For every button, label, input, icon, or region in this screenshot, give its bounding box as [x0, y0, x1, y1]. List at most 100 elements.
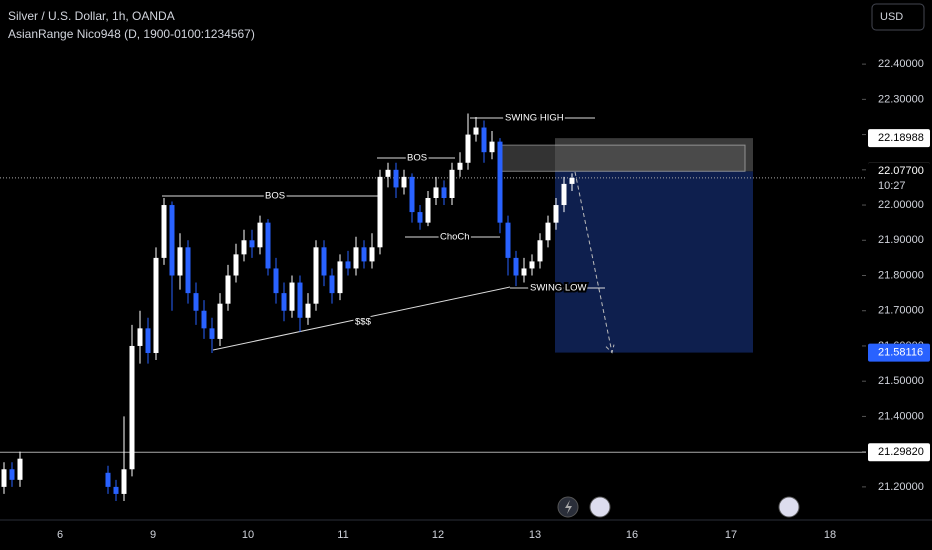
candle-body — [161, 205, 167, 258]
price-tag-bg — [868, 343, 930, 362]
candle-body — [9, 469, 15, 480]
candle-body — [137, 328, 143, 346]
y-tick-label: 21.40000 — [878, 410, 924, 422]
x-tick-label: 10 — [242, 529, 254, 541]
candle-body — [337, 261, 343, 294]
price-tag: 22.18988 — [878, 132, 924, 144]
candle-body — [145, 328, 151, 354]
x-tick-label: 16 — [626, 529, 638, 541]
range-box — [499, 144, 746, 172]
candle-body — [297, 282, 303, 318]
annotation: $$$ — [355, 317, 372, 328]
candle-body — [129, 345, 135, 470]
candle-body — [369, 247, 375, 262]
candle-body — [361, 247, 367, 262]
candle-body — [329, 275, 335, 294]
candle-body — [489, 141, 495, 153]
y-tick-label: 22.30000 — [878, 93, 924, 105]
target-zone — [555, 171, 753, 353]
candle-body — [1, 469, 7, 487]
y-tick-label: 21.80000 — [878, 269, 924, 281]
annotation: BOS — [407, 153, 427, 164]
candle-body — [569, 177, 575, 184]
y-tick-label: 21.70000 — [878, 305, 924, 317]
candle-body — [433, 187, 439, 198]
price-tag: 22.07700 — [878, 165, 924, 177]
candle-body — [441, 187, 447, 198]
projection-arrow — [574, 171, 615, 354]
candle-body — [185, 247, 191, 294]
x-tick-label: 6 — [57, 529, 63, 541]
candle-body — [457, 162, 463, 170]
candle-body — [201, 310, 207, 329]
candle-body — [393, 169, 399, 188]
candle-body — [553, 205, 559, 223]
candle-body — [465, 134, 471, 163]
candle-body — [265, 222, 271, 269]
annotation: BOS — [265, 191, 285, 202]
liquidity-line — [212, 286, 511, 351]
candle-body — [513, 257, 519, 276]
price-tag-bg — [868, 443, 930, 462]
y-tick-label: 22.40000 — [878, 58, 924, 70]
annotation: SWING HIGH — [505, 113, 564, 124]
candle-body — [529, 261, 535, 269]
candle-body — [521, 268, 527, 276]
candle-body — [241, 240, 247, 255]
candle-body — [217, 303, 223, 339]
y-tick-label: 22.00000 — [878, 199, 924, 211]
candle-body — [105, 472, 111, 487]
candle-body — [209, 328, 215, 339]
candle-body — [473, 127, 479, 135]
x-tick-label: 11 — [337, 529, 348, 541]
candle-body — [257, 222, 263, 248]
y-tick-label: 21.20000 — [878, 481, 924, 493]
x-tick-label: 17 — [725, 529, 737, 541]
candle-body — [225, 275, 231, 304]
x-tick-label: 9 — [150, 529, 156, 541]
candle-body — [177, 247, 183, 276]
candle-body — [385, 169, 391, 177]
candle-body — [449, 169, 455, 198]
currency-button[interactable] — [871, 3, 925, 31]
candle-body — [305, 303, 311, 318]
candle-body — [417, 212, 423, 223]
indicator-label: AsianRange Nico948 (D, 1900-0100:1234567… — [8, 27, 255, 41]
candle-body — [353, 247, 359, 269]
x-tick-label: 18 — [824, 529, 836, 541]
candle-body — [169, 205, 175, 276]
icons — [557, 496, 800, 518]
candle-body — [345, 261, 351, 269]
chart-title: Silver / U.S. Dollar, 1h, OANDA — [8, 9, 175, 23]
candle-body — [537, 240, 543, 262]
candle-body — [497, 141, 503, 223]
candle-body — [313, 247, 319, 304]
candle-body — [289, 282, 295, 311]
candle-body — [481, 127, 487, 153]
candle-body — [113, 486, 119, 494]
candle-body — [233, 254, 239, 276]
candle-body — [321, 247, 327, 276]
price-tag-bg — [868, 129, 930, 148]
candle-body — [401, 176, 407, 188]
candle-body — [153, 257, 159, 354]
y-tick-label: 21.90000 — [878, 234, 924, 246]
x-tick-label: 12 — [432, 529, 444, 541]
candle-body — [273, 268, 279, 294]
candle-body — [193, 293, 199, 311]
candle-body — [17, 458, 23, 480]
x-tick-label: 13 — [529, 529, 541, 541]
countdown: 10:27 — [878, 180, 906, 192]
candle-body — [281, 293, 287, 311]
candle-body — [505, 222, 511, 258]
price-tag: 21.58116 — [878, 347, 923, 359]
candle-body — [409, 176, 415, 213]
annotation: SWING LOW — [530, 283, 587, 294]
price-tag-bg — [868, 162, 930, 193]
annotation: ChoCh — [440, 232, 470, 243]
price-tag: 21.29820 — [878, 446, 924, 458]
candle-body — [121, 469, 127, 494]
y-tick-label: 21.50000 — [878, 375, 924, 387]
candle-body — [425, 197, 431, 223]
